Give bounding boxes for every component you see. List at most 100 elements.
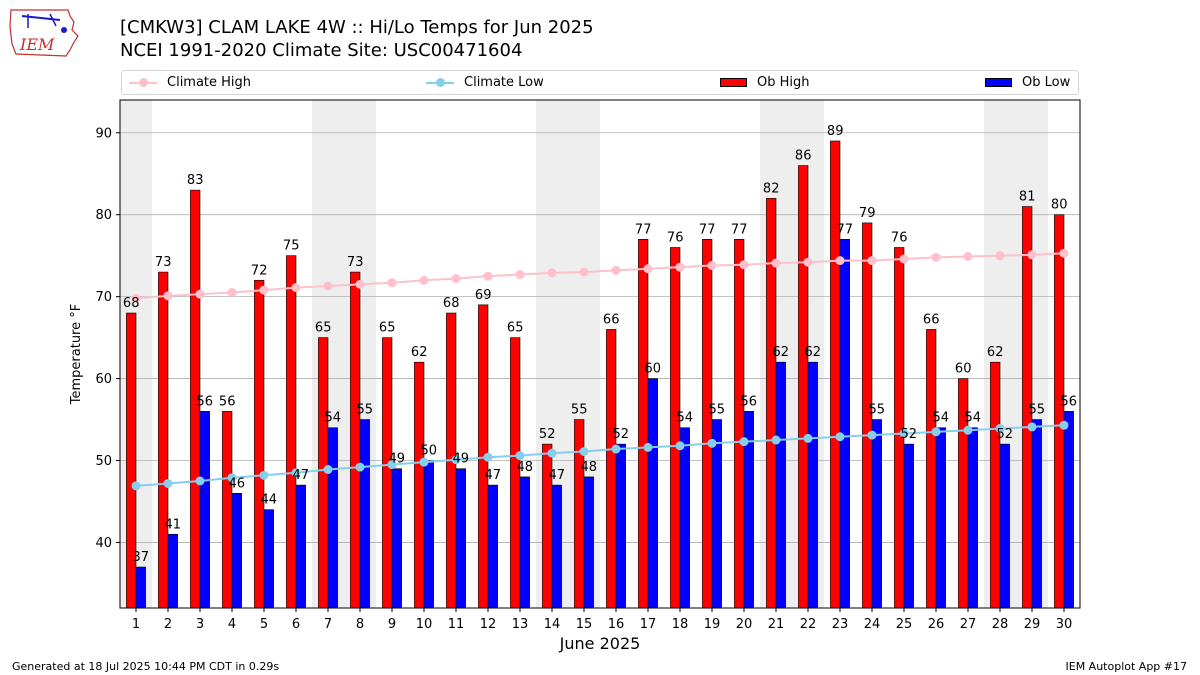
ob-low-bar — [455, 468, 466, 609]
ob-low-value-label: 47 — [549, 468, 566, 483]
legend-ob-low-label: Ob Low — [1022, 75, 1071, 90]
climate-low-point — [259, 470, 269, 480]
ob-low-value-label: 56 — [197, 394, 214, 409]
ob-high-bar — [286, 255, 297, 609]
climate-high-point — [771, 258, 781, 268]
climate-low-point — [1059, 420, 1069, 430]
ob-low-bar — [647, 378, 658, 609]
ob-low-value-label: 77 — [837, 222, 854, 237]
climate-low-point — [963, 425, 973, 435]
ob-low-value-label: 54 — [933, 411, 950, 426]
x-tick-label: 4 — [228, 617, 236, 632]
ob-low-value-label: 50 — [421, 444, 438, 459]
ob-low-bar — [615, 443, 626, 609]
climate-high-point — [131, 293, 141, 303]
climate-low-point — [131, 481, 141, 491]
climate-high-point — [963, 251, 973, 261]
ob-high-bar — [158, 271, 169, 609]
climate-high-swatch — [129, 77, 157, 87]
ob-high-value-label: 75 — [283, 239, 300, 254]
x-tick-label: 3 — [196, 617, 204, 632]
ob-high-value-label: 73 — [155, 255, 172, 270]
climate-low-point — [515, 451, 525, 461]
climate-high-point — [547, 268, 557, 278]
ob-high-bar — [382, 337, 393, 609]
ob-low-value-label: 47 — [293, 468, 310, 483]
climate-low-point — [419, 457, 429, 467]
ob-low-value-label: 56 — [1061, 394, 1078, 409]
x-tick-label: 12 — [480, 617, 497, 632]
climate-low-point — [739, 437, 749, 447]
ob-low-value-label: 52 — [613, 427, 630, 442]
climate-high-point — [195, 289, 205, 299]
climate-high-point — [579, 267, 589, 277]
climate-low-point — [707, 438, 717, 448]
ob-low-value-label: 62 — [805, 345, 822, 360]
climate-high-point — [1027, 250, 1037, 260]
ob-low-value-label: 49 — [389, 452, 406, 467]
x-tick-label: 18 — [672, 617, 689, 632]
ob-high-value-label: 76 — [667, 230, 684, 245]
ob-low-bar — [1063, 411, 1074, 609]
climate-high-point — [611, 265, 621, 275]
ob-high-value-label: 65 — [379, 321, 396, 336]
climate-low-point — [163, 478, 173, 488]
legend-ob-high-label: Ob High — [757, 75, 810, 90]
ob-high-value-label: 68 — [123, 296, 140, 311]
climate-low-point — [675, 441, 685, 451]
climate-high-point — [163, 291, 173, 301]
climate-low-point — [387, 460, 397, 470]
y-tick-label: 40 — [95, 536, 112, 551]
ob-high-value-label: 69 — [475, 288, 492, 303]
x-tick-label: 16 — [608, 617, 625, 632]
chart-title: [CMKW3] CLAM LAKE 4W :: Hi/Lo Temps for … — [120, 17, 594, 38]
climate-high-point — [803, 257, 813, 267]
climate-high-point — [483, 271, 493, 281]
ob-high-swatch — [720, 78, 747, 87]
ob-low-bar — [487, 484, 498, 609]
legend-ob-high: Ob High — [720, 71, 810, 94]
ob-low-bar — [807, 361, 818, 609]
climate-high-point — [259, 285, 269, 295]
ob-high-bar — [990, 361, 1001, 609]
climate-high-point — [451, 274, 461, 284]
ob-low-value-label: 55 — [869, 403, 886, 418]
x-tick-label: 8 — [356, 617, 364, 632]
ob-high-bar — [1054, 214, 1065, 609]
y-axis-label: Temperature °F — [69, 304, 84, 405]
chart-legend: Climate High Climate Low Ob High Ob Low — [121, 70, 1079, 95]
ob-high-value-label: 68 — [443, 296, 460, 311]
climate-high-point — [355, 279, 365, 289]
ob-low-value-label: 55 — [1029, 403, 1046, 418]
climate-low-point — [547, 448, 557, 458]
climate-low-point — [291, 468, 301, 478]
ob-low-value-label: 55 — [709, 403, 726, 418]
climate-high-point — [419, 275, 429, 285]
ob-high-value-label: 62 — [411, 345, 428, 360]
legend-climate-high-label: Climate High — [167, 75, 252, 90]
climate-high-point — [867, 256, 877, 266]
ob-high-value-label: 81 — [1019, 190, 1036, 205]
ob-low-value-label: 56 — [741, 394, 758, 409]
ob-low-value-label: 54 — [677, 411, 694, 426]
climate-low-point — [771, 435, 781, 445]
x-axis-label: June 2025 — [559, 634, 641, 653]
ob-high-bar — [926, 329, 937, 609]
ob-low-bar — [679, 427, 690, 609]
x-tick-label: 28 — [992, 617, 1009, 632]
climate-low-point — [483, 452, 493, 462]
ob-low-bar — [551, 484, 562, 609]
climate-high-line — [135, 252, 1065, 300]
climate-low-point — [195, 476, 205, 486]
climate-high-point — [899, 254, 909, 264]
climate-low-line — [135, 424, 1065, 487]
ob-high-value-label: 80 — [1051, 198, 1068, 213]
x-tick-label: 13 — [512, 617, 529, 632]
ob-low-value-label: 46 — [229, 476, 246, 491]
climate-low-point — [643, 442, 653, 452]
ob-high-bar — [734, 238, 745, 609]
ob-low-bar — [295, 484, 306, 609]
climate-high-point — [707, 261, 717, 271]
x-tick-label: 21 — [768, 617, 785, 632]
ob-low-bar — [199, 411, 210, 609]
